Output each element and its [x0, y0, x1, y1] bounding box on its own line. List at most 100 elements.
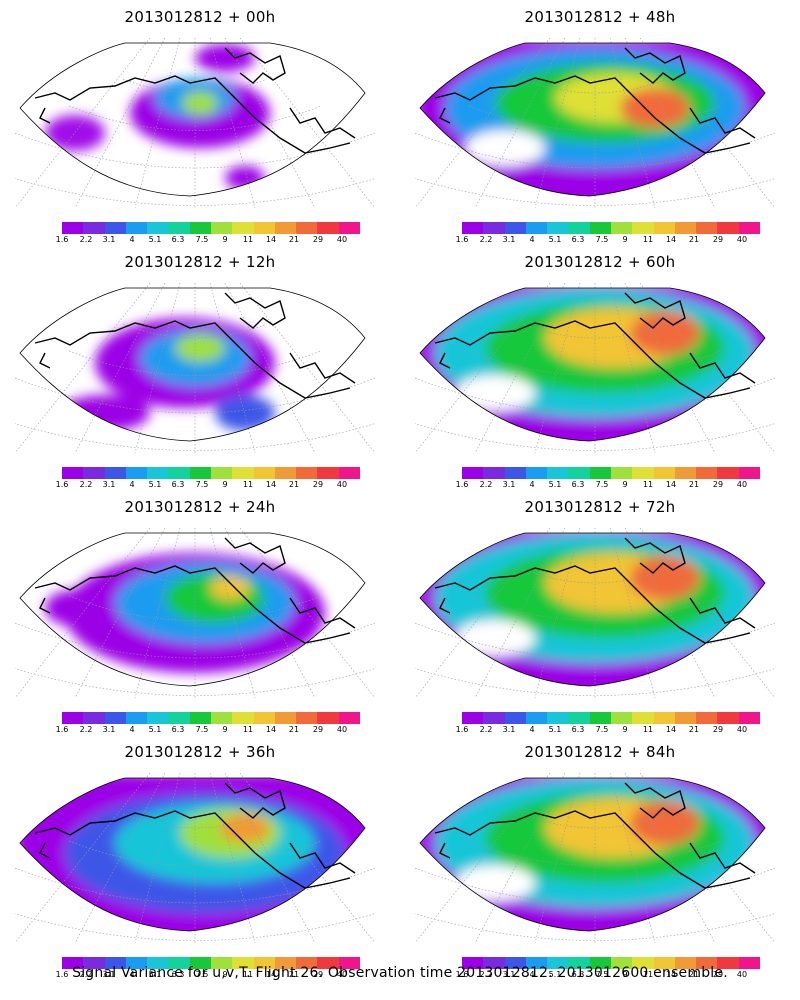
colorbar-swatch	[483, 712, 505, 724]
colorbar-tick-label: 4	[529, 970, 535, 979]
colorbar-tick-label: 4	[129, 235, 135, 244]
colorbar-labels: 1.6 2.2 3.1 4 5.1 6.3 7.5 9 11 14 21 29 40	[54, 235, 374, 245]
colorbar-tick-label: 29	[712, 970, 724, 979]
variance-field	[20, 778, 365, 931]
colorbar-swatch	[189, 957, 211, 969]
colorbar-swatch	[462, 712, 484, 724]
colorbar-swatch	[483, 467, 505, 479]
colorbar-tick-label: 5.1	[148, 480, 162, 489]
colorbar-tick-label: 21	[688, 480, 700, 489]
colorbar-swatch	[83, 222, 105, 234]
colorbar-swatch	[504, 222, 526, 234]
coastline	[34, 537, 356, 644]
colorbar-swatch	[653, 467, 675, 479]
colorbar-tick-label: 40	[736, 725, 748, 734]
colorbar-tick-label: 14	[665, 235, 677, 244]
colorbar-tick-label: 29	[712, 235, 724, 244]
colorbar-swatch	[653, 957, 675, 969]
panel-title: 2013012812 + 72h	[524, 498, 676, 516]
colorbar-swatch	[338, 467, 360, 479]
colorbar-labels: 1.6 2.2 3.1 4 5.1 6.3 7.5 9 11 14 21 29 40	[54, 480, 374, 490]
variance-map	[415, 528, 775, 698]
colorbar-swatch	[674, 222, 697, 234]
colorbar-tick-label: 9	[222, 970, 228, 979]
colorbar-tick-label: 9	[622, 725, 628, 734]
colorbar-swatch	[568, 222, 590, 234]
colorbar-tick-label: 14	[665, 480, 677, 489]
colorbar-swatch	[338, 222, 360, 234]
figure-caption: Signal Variance for u,v,T. Flight 26. Ob…	[72, 965, 728, 981]
panel-title: 2013012812 + 24h	[124, 498, 276, 516]
colorbar-tick-label: 2.2	[479, 480, 493, 489]
colorbar-swatch	[338, 712, 360, 724]
panel-title: 2013012812 + 48h	[524, 8, 676, 26]
colorbar-tick-label: 14	[265, 725, 277, 734]
colorbar-tick-label: 4	[129, 725, 135, 734]
colorbar-swatch	[232, 957, 254, 969]
colorbar-tick-label: 6.3	[571, 480, 585, 489]
colorbar-swatch	[317, 712, 339, 724]
colorbar-tick-label: 1.6	[455, 480, 469, 489]
colorbar-swatch	[738, 957, 760, 969]
colorbar-swatch	[168, 957, 190, 969]
colorbar-tick-label: 2.2	[479, 725, 493, 734]
colorbar-swatch	[632, 222, 654, 234]
colorbar-swatch	[210, 957, 233, 969]
colorbar-tick-label: 11	[642, 725, 654, 734]
colorbar-swatch	[125, 712, 148, 724]
colorbar-tick-label: 21	[688, 725, 700, 734]
colorbar-tick-label: 5.1	[148, 725, 162, 734]
variance-map	[415, 773, 775, 943]
colorbar-swatch	[83, 957, 105, 969]
colorbar-swatch	[62, 222, 84, 234]
colorbar-tick-label: 4	[529, 725, 535, 734]
colorbar-tick-label: 29	[312, 235, 324, 244]
graticule	[415, 283, 775, 453]
colorbar-tick-label: 29	[712, 725, 724, 734]
colorbar-labels: 1.6 2.2 3.1 4 5.1 6.3 7.5 9 11 14 21 29 40	[454, 725, 774, 735]
colorbar-tick-label: 21	[288, 970, 300, 979]
colorbar-swatch	[525, 712, 548, 724]
colorbar-swatch	[317, 957, 339, 969]
colorbar-tick-label: 1.6	[55, 235, 69, 244]
colorbar-tick-label: 4	[129, 480, 135, 489]
colorbar-swatch	[610, 712, 633, 724]
colorbar-tick-label: 6.3	[571, 725, 585, 734]
colorbar-tick-label: 3.1	[502, 970, 516, 979]
colorbar-swatch	[610, 222, 633, 234]
colorbar-swatch	[104, 222, 126, 234]
map-panel: 2013012812 + 24h 1.6 2.2 3.1 4 5.1 6.3 7.5 9 11 14…	[0, 490, 400, 735]
colorbar-tick-label: 2.2	[79, 480, 93, 489]
colorbar-swatch	[589, 712, 611, 724]
map-panel: 2013012812 + 36h 1.6 2.2 3.1 4 5.1 6.3 7.5 9 11 14…	[0, 735, 400, 980]
colorbar-swatch	[274, 222, 297, 234]
panel-title: 2013012812 + 12h	[124, 253, 276, 271]
colorbar-swatch	[274, 467, 297, 479]
colorbar-swatch	[568, 712, 590, 724]
colorbar-swatch	[547, 712, 569, 724]
coastline	[34, 47, 356, 154]
colorbar-swatch	[504, 957, 526, 969]
colorbar-swatch	[696, 712, 718, 724]
colorbar-swatch	[253, 222, 275, 234]
colorbar-tick-label: 40	[336, 235, 348, 244]
colorbar-swatch	[317, 467, 339, 479]
colorbar-tick-label: 14	[665, 725, 677, 734]
colorbar-swatch	[189, 712, 211, 724]
colorbar-swatch	[462, 957, 484, 969]
colorbar-swatch	[738, 467, 760, 479]
colorbar-swatch	[717, 222, 739, 234]
colorbar-tick-label: 40	[736, 235, 748, 244]
colorbar-tick-label: 9	[622, 480, 628, 489]
colorbar-swatch	[504, 712, 526, 724]
colorbar-tick-label: 9	[622, 235, 628, 244]
colorbar-labels: 1.6 2.2 3.1 4 5.1 6.3 7.5 9 11 14 21 29 40	[54, 970, 374, 980]
map-panel: 2013012812 + 84h 1.6 2.2 3.1 4 5.1 6.3 7.5 9 11 14…	[400, 735, 800, 980]
colorbar-tick-label: 2.2	[479, 235, 493, 244]
colorbar-swatch	[210, 712, 233, 724]
map-panel: 2013012812 + 12h 1.6 2.2 3.1 4 5.1 6.3 7.5 9 11 14…	[0, 245, 400, 490]
map-panel: 2013012812 + 48h 1.6 2.2 3.1 4 5.1 6.3 7.5 9 11 14…	[400, 0, 800, 245]
colorbar-swatch	[653, 712, 675, 724]
colorbar-swatch	[547, 957, 569, 969]
colorbar-tick-label: 11	[242, 970, 254, 979]
